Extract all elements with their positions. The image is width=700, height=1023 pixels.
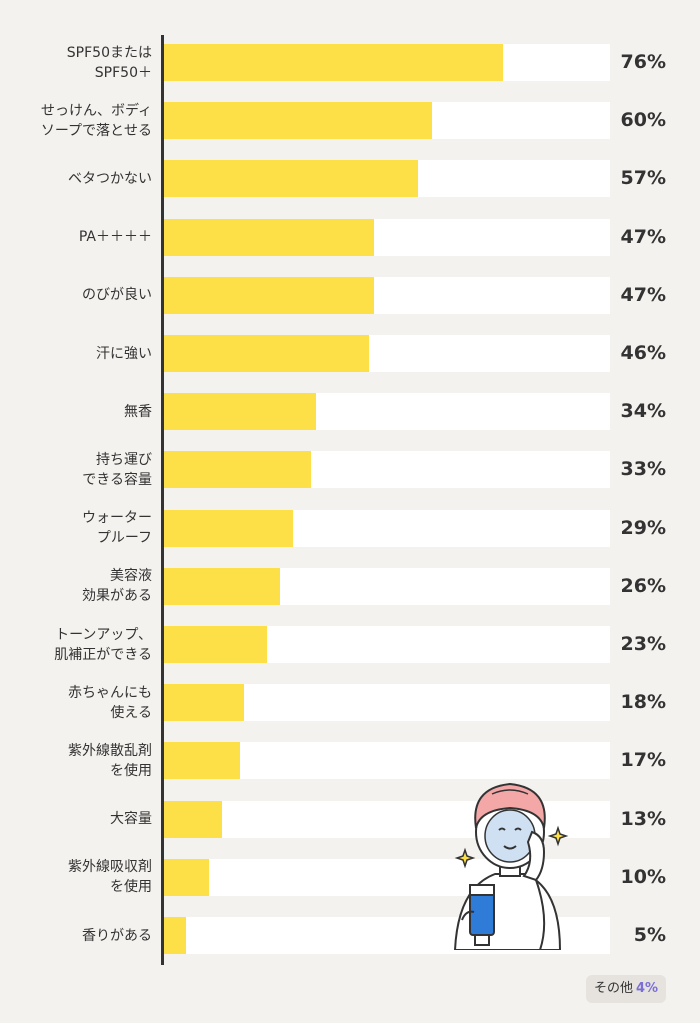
bar	[164, 917, 187, 954]
value-label: 10%	[620, 865, 666, 888]
bar	[164, 102, 432, 140]
category-label: 持ち運び できる容量	[82, 451, 152, 488]
value-label: 23%	[620, 633, 666, 655]
value-label: 47%	[620, 283, 666, 306]
value-label: 29%	[620, 516, 666, 539]
category-label: せっけん、ボディ ソープで落とせる	[40, 102, 152, 139]
value-label: 57%	[620, 167, 666, 190]
value-label: 13%	[620, 807, 666, 830]
category-label: 香りがある	[82, 927, 152, 944]
category-label: 紫外線散乱剤 を使用	[68, 742, 152, 779]
category-label: 汗に強い	[96, 345, 152, 362]
value-label: 76%	[620, 51, 666, 73]
other-badge: その他 4%	[586, 975, 666, 1003]
bar	[164, 160, 419, 198]
value-label: 60%	[620, 109, 666, 132]
value-label: 17%	[620, 749, 666, 772]
category-label: 紫外線吸収剤 を使用	[68, 859, 152, 896]
category-label: のびが良い	[82, 287, 152, 304]
category-label: 無香	[124, 403, 152, 420]
bar	[164, 218, 374, 256]
bar	[164, 335, 370, 372]
bar	[164, 626, 267, 663]
bar	[164, 800, 222, 838]
bar	[164, 742, 240, 780]
bar	[164, 509, 294, 547]
bar	[164, 567, 280, 605]
category-label: 大容量	[110, 811, 152, 828]
bar	[164, 44, 503, 81]
other-label: その他	[593, 981, 633, 996]
bar	[164, 393, 316, 431]
woman-applying-sunscreen-icon	[453, 782, 569, 950]
bar	[164, 684, 245, 722]
category-label: ウォーター プルーフ	[82, 510, 152, 547]
bar	[164, 276, 374, 314]
category-label: ベタつかない	[68, 170, 152, 187]
other-value: 4%	[635, 981, 659, 996]
value-label: 47%	[620, 225, 666, 248]
bar	[164, 858, 209, 896]
category-label: 美容液 効果がある	[82, 568, 152, 605]
category-label: トーンアップ、 肌補正ができる	[54, 626, 152, 663]
value-label: 34%	[620, 400, 666, 423]
value-label: 26%	[620, 574, 666, 597]
value-label: 5%	[633, 924, 666, 946]
category-label: 赤ちゃんにも 使える	[68, 684, 152, 721]
category-label: SPF50または SPF50＋	[66, 44, 152, 81]
value-label: 18%	[620, 691, 666, 714]
value-label: 46%	[620, 342, 666, 364]
axis-line	[161, 35, 164, 965]
value-label: 33%	[620, 458, 666, 481]
category-label: PA＋＋＋＋	[78, 229, 152, 246]
bar	[164, 451, 312, 489]
